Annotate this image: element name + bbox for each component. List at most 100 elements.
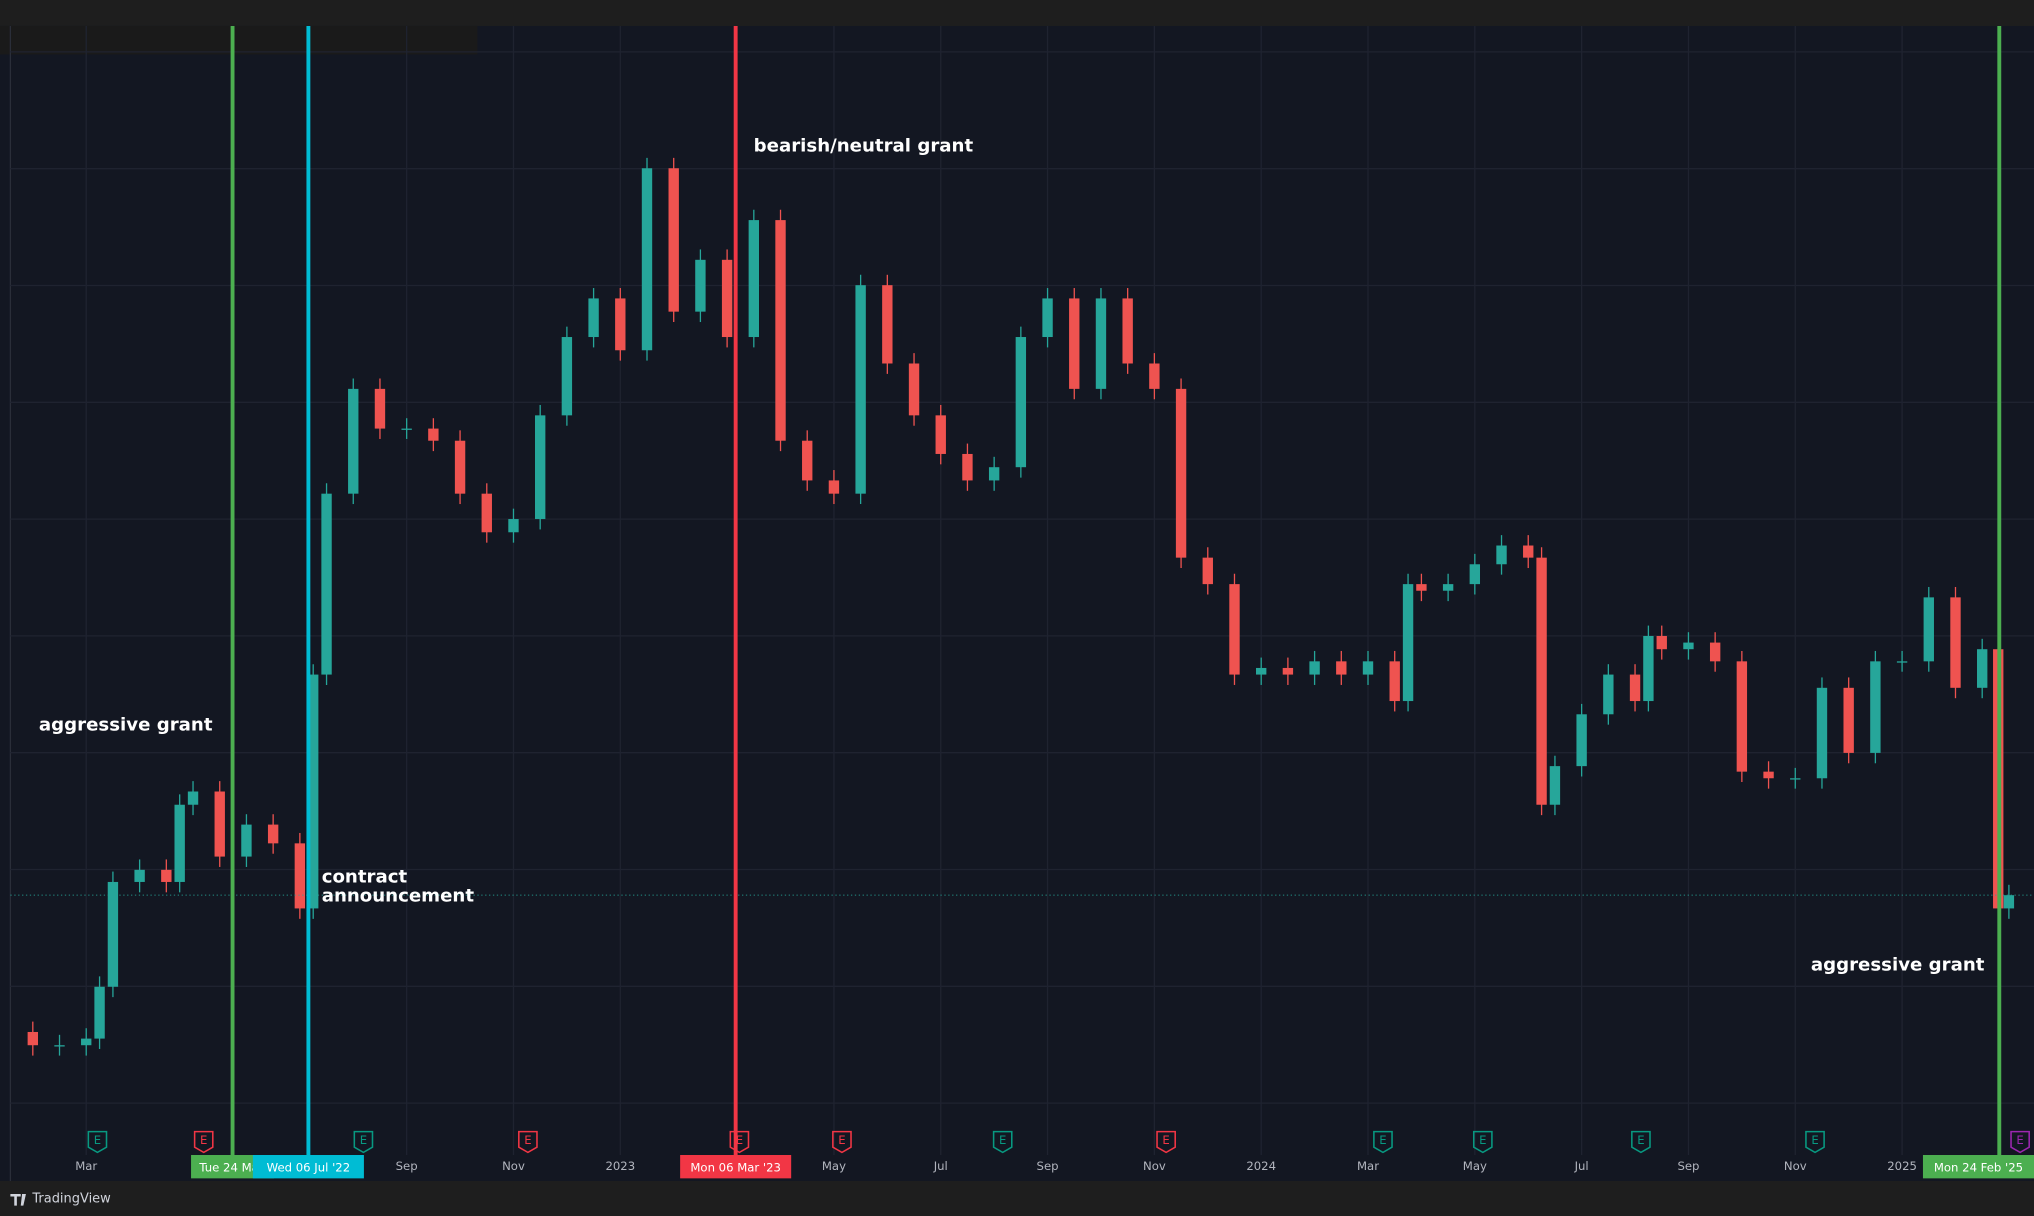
candle-body — [748, 220, 760, 338]
candle-body — [54, 1045, 65, 1047]
candle-body — [1069, 298, 1080, 389]
candle-body — [588, 298, 599, 338]
x-tick-label: 2025 — [1887, 1159, 1917, 1173]
candle-body — [962, 453, 973, 481]
candle-body — [1576, 714, 1587, 767]
x-tick-label: Sep — [396, 1159, 418, 1173]
candle-body — [1763, 771, 1774, 779]
earnings-label: E — [1811, 1133, 1818, 1147]
candle-body — [1870, 661, 1881, 753]
candle-body — [1229, 584, 1240, 675]
candle-body — [695, 259, 706, 312]
x-tick-label: May — [822, 1159, 846, 1173]
marker-date-box — [1922, 1155, 2034, 1179]
marker-date-label: Tue 24 May — [198, 1160, 265, 1174]
candle-body — [187, 791, 199, 805]
bottom-bar — [0, 1180, 2034, 1216]
candle-body — [988, 467, 1000, 481]
candle-body — [1389, 661, 1400, 702]
candle-body — [882, 285, 893, 364]
candle-body — [1816, 687, 1828, 779]
candle-body — [668, 168, 679, 312]
earnings-label: E — [736, 1133, 743, 1147]
candle-body — [1469, 564, 1481, 585]
candle-body — [1496, 545, 1507, 565]
earnings-icon — [87, 1130, 108, 1154]
candle-body — [321, 493, 332, 675]
earnings-label: E — [1479, 1133, 1486, 1147]
earnings-icon — [992, 1130, 1013, 1154]
candle-body — [534, 415, 546, 520]
x-tick-label: Mar — [1357, 1159, 1379, 1173]
marker-date-label: Mon 06 Mar '23 — [690, 1160, 781, 1174]
marker-date-box — [252, 1155, 364, 1179]
candle-body — [1629, 674, 1641, 702]
candle-body — [428, 428, 439, 441]
earnings-label: E — [999, 1133, 1006, 1147]
x-tick-label: Nov — [1784, 1159, 1807, 1173]
candle-body — [1656, 635, 1667, 650]
candle-body — [1683, 642, 1694, 650]
candle-body — [267, 824, 279, 844]
earnings-icon — [729, 1130, 750, 1154]
earnings-label: E — [360, 1133, 367, 1147]
toolbar-strip — [0, 25, 478, 55]
candle-body — [107, 881, 119, 987]
candle-body — [775, 220, 786, 441]
earnings-icon — [353, 1130, 374, 1154]
candle-body — [1977, 649, 1988, 688]
candle-body — [561, 337, 573, 416]
candle-body — [1175, 388, 1187, 558]
candle-body — [1042, 298, 1053, 338]
earnings-label: E — [1162, 1133, 1169, 1147]
candle-body — [802, 440, 813, 481]
marker-date-label: Mon 24 Feb '25 — [1934, 1160, 2023, 1174]
logo — [10, 1193, 26, 1206]
candle-body — [374, 388, 386, 429]
earnings-label: E — [2016, 1133, 2023, 1147]
earnings-label: E — [94, 1133, 101, 1147]
candle-body — [1536, 557, 1547, 805]
candle-body — [855, 285, 866, 494]
candle-body — [174, 804, 185, 882]
marker-date-label: Wed 06 Jul '22 — [267, 1160, 350, 1174]
earnings-icon — [1156, 1130, 1176, 1154]
candle-body — [94, 986, 105, 1039]
candle-body — [481, 493, 492, 533]
candle-body — [1202, 557, 1213, 585]
candle-body — [27, 1031, 38, 1046]
candle-body — [1923, 597, 1934, 662]
candle-body — [81, 1038, 92, 1046]
candle-body — [1402, 584, 1414, 702]
annotation: bearish/neutral grant — [754, 136, 974, 157]
candle-body — [1336, 661, 1347, 675]
candle-body — [401, 428, 412, 430]
candle-body — [1790, 778, 1801, 780]
earnings-icon — [832, 1130, 852, 1154]
candle-body — [1282, 667, 1294, 675]
marker-date-box — [680, 1155, 792, 1179]
top-bar — [0, 0, 2034, 26]
candle-body — [308, 674, 319, 909]
earnings-label: E — [524, 1133, 531, 1147]
x-tick-label: Jul — [933, 1159, 948, 1173]
candle-body — [1950, 597, 1961, 688]
x-tick-label: Sep — [1677, 1159, 1699, 1173]
earnings-icon — [1472, 1130, 1493, 1154]
candle-body — [1309, 661, 1320, 675]
candle-body — [1643, 635, 1654, 702]
candle-body — [1256, 667, 1267, 675]
earnings-icon — [1373, 1130, 1393, 1154]
earnings-icon — [1805, 1130, 1825, 1154]
brand: TradingView — [31, 1192, 111, 1207]
candle-body — [1843, 687, 1854, 753]
x-tick-label: Jul — [1574, 1159, 1589, 1173]
candle-body — [1523, 545, 1534, 558]
candle-body — [615, 298, 626, 351]
candle-body — [1603, 674, 1614, 715]
candle-body — [1736, 661, 1748, 772]
earnings-icon — [1631, 1130, 1651, 1154]
earnings-label: E — [1637, 1133, 1644, 1147]
